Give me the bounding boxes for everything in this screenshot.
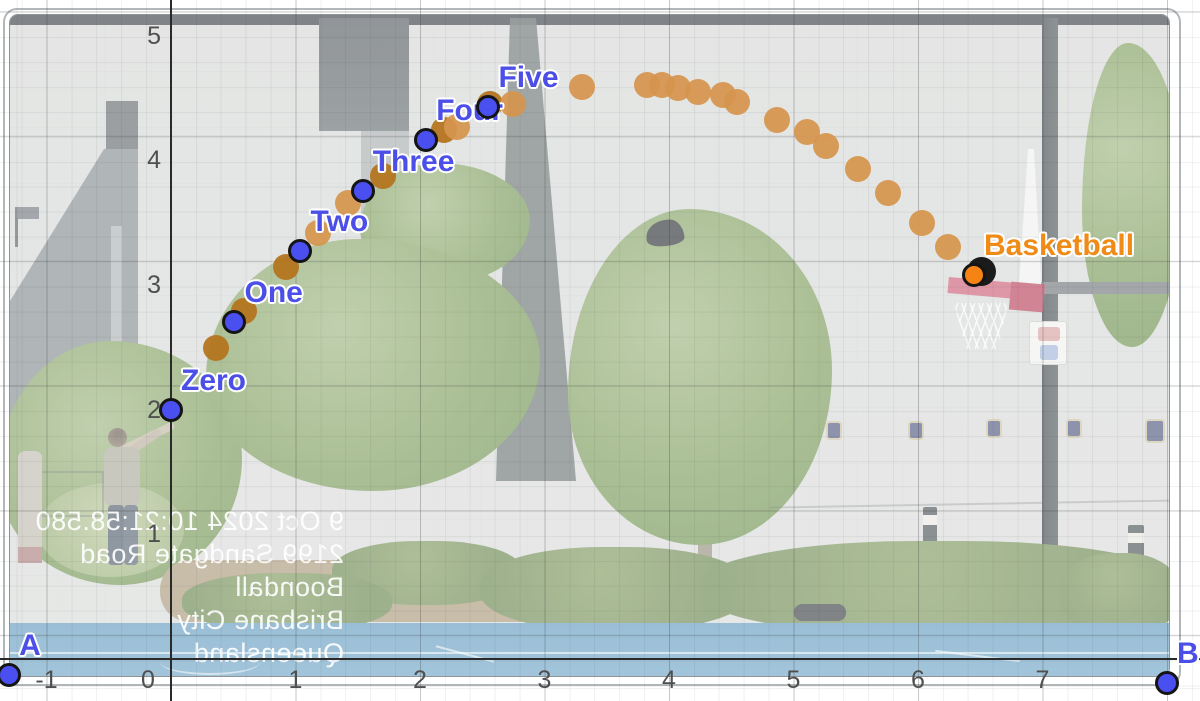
x-tick-label: 7 xyxy=(1035,666,1050,694)
shooter-torso xyxy=(104,447,140,507)
point-five[interactable] xyxy=(476,94,501,119)
video-timestamp-mirrored: 9 Oct 2024 10:21:58.580 2199 Sandgate Ro… xyxy=(12,505,344,670)
person-shooting xyxy=(94,421,194,575)
timestamp-line: 2199 Sandgate Road xyxy=(79,539,344,569)
x-axis xyxy=(0,658,1200,660)
wall-shield-emblem xyxy=(828,423,840,438)
x-tick-label: 6 xyxy=(911,666,925,694)
trajectory-dot[interactable] xyxy=(444,113,471,140)
trajectory-dot[interactable] xyxy=(304,219,331,246)
court-line xyxy=(10,652,1169,654)
trajectory-dot[interactable] xyxy=(875,179,902,206)
trajectory-dot[interactable] xyxy=(568,73,595,100)
y-tick-label: 5 xyxy=(147,21,161,50)
label-a[interactable]: A xyxy=(19,629,41,663)
point-two[interactable] xyxy=(288,239,313,264)
point-zero[interactable] xyxy=(159,397,183,422)
x-tick-label: 1 xyxy=(288,666,303,694)
flag xyxy=(17,207,39,219)
timestamp-line: Boondall xyxy=(234,572,344,602)
point-a[interactable] xyxy=(0,663,22,688)
trajectory-dot[interactable] xyxy=(724,88,751,115)
y-tick-label: 2 xyxy=(147,395,161,424)
shrubs xyxy=(182,573,392,631)
label-basketball[interactable]: Basketball xyxy=(984,228,1135,262)
x-tick-label: -1 xyxy=(35,666,58,694)
label-five[interactable]: Five xyxy=(498,60,559,94)
wall-shield-emblem xyxy=(1147,421,1163,441)
timestamp-line: 9 Oct 2024 10:21:58.580 xyxy=(35,506,344,536)
trajectory-dot[interactable] xyxy=(684,78,711,105)
point-basketball[interactable] xyxy=(962,262,987,287)
trajectory-dot[interactable] xyxy=(202,335,229,362)
sign-mark-red xyxy=(1038,327,1060,341)
wall-shield-emblem xyxy=(988,421,1000,436)
basketball-hoop-pole xyxy=(1042,18,1058,615)
x-tick-label: 5 xyxy=(786,666,801,694)
court-arc-line xyxy=(160,649,260,675)
sign-mark-blue xyxy=(1040,345,1058,360)
point-one[interactable] xyxy=(222,310,247,335)
video-top-edge xyxy=(10,15,1169,25)
label-three[interactable]: Three xyxy=(372,145,455,179)
timestamp-line: Brisbane City xyxy=(176,605,344,635)
person-standing xyxy=(18,451,42,563)
shrubs xyxy=(1060,553,1169,635)
wall-shield-emblem xyxy=(1068,421,1080,436)
trajectory-dot[interactable] xyxy=(764,107,791,134)
background-video-frame[interactable]: 9 Oct 2024 10:21:58.580 2199 Sandgate Ro… xyxy=(9,14,1170,677)
point-b[interactable] xyxy=(1155,670,1179,695)
label-one[interactable]: One xyxy=(244,276,303,310)
wall-shield-emblem xyxy=(910,423,922,438)
label-zero[interactable]: Zero xyxy=(181,363,247,397)
shooter-head xyxy=(108,428,127,447)
tree-center xyxy=(206,239,540,491)
y-tick-label: 4 xyxy=(147,146,161,175)
hoop-sign xyxy=(1029,321,1067,365)
x-tick-label: 2 xyxy=(413,666,427,694)
trajectory-dot[interactable] xyxy=(845,155,872,182)
shooter-leg xyxy=(124,505,138,565)
x-tick-label: 4 xyxy=(662,666,676,694)
y-axis xyxy=(170,0,172,701)
shooter-leg xyxy=(108,505,124,565)
x-tick-label: 0 xyxy=(141,666,155,694)
trajectory-dot[interactable] xyxy=(908,209,935,236)
x-tick-label: 3 xyxy=(537,666,552,694)
tree-right-edge xyxy=(1082,43,1169,347)
trajectory-dot[interactable] xyxy=(369,163,396,190)
trajectory-dot[interactable] xyxy=(500,91,527,118)
trajectory-dot[interactable] xyxy=(812,133,839,160)
label-b[interactable]: B xyxy=(1177,636,1199,670)
flag-pole xyxy=(15,207,18,247)
point-three[interactable] xyxy=(350,179,375,204)
y-tick-label: 3 xyxy=(147,270,161,299)
left-structure-pole xyxy=(111,226,122,435)
point-four[interactable] xyxy=(414,128,439,153)
label-two[interactable]: Two xyxy=(310,205,369,239)
basketball-hoop-arm xyxy=(1030,282,1169,294)
left-building-column xyxy=(106,101,138,151)
bag-on-ground xyxy=(794,604,846,621)
trajectory-dot[interactable] xyxy=(934,234,961,261)
y-tick-label: 1 xyxy=(147,520,161,549)
video-frame-outline xyxy=(3,8,1181,686)
tree-right-center xyxy=(568,209,832,545)
wall-dark-window xyxy=(319,18,409,131)
